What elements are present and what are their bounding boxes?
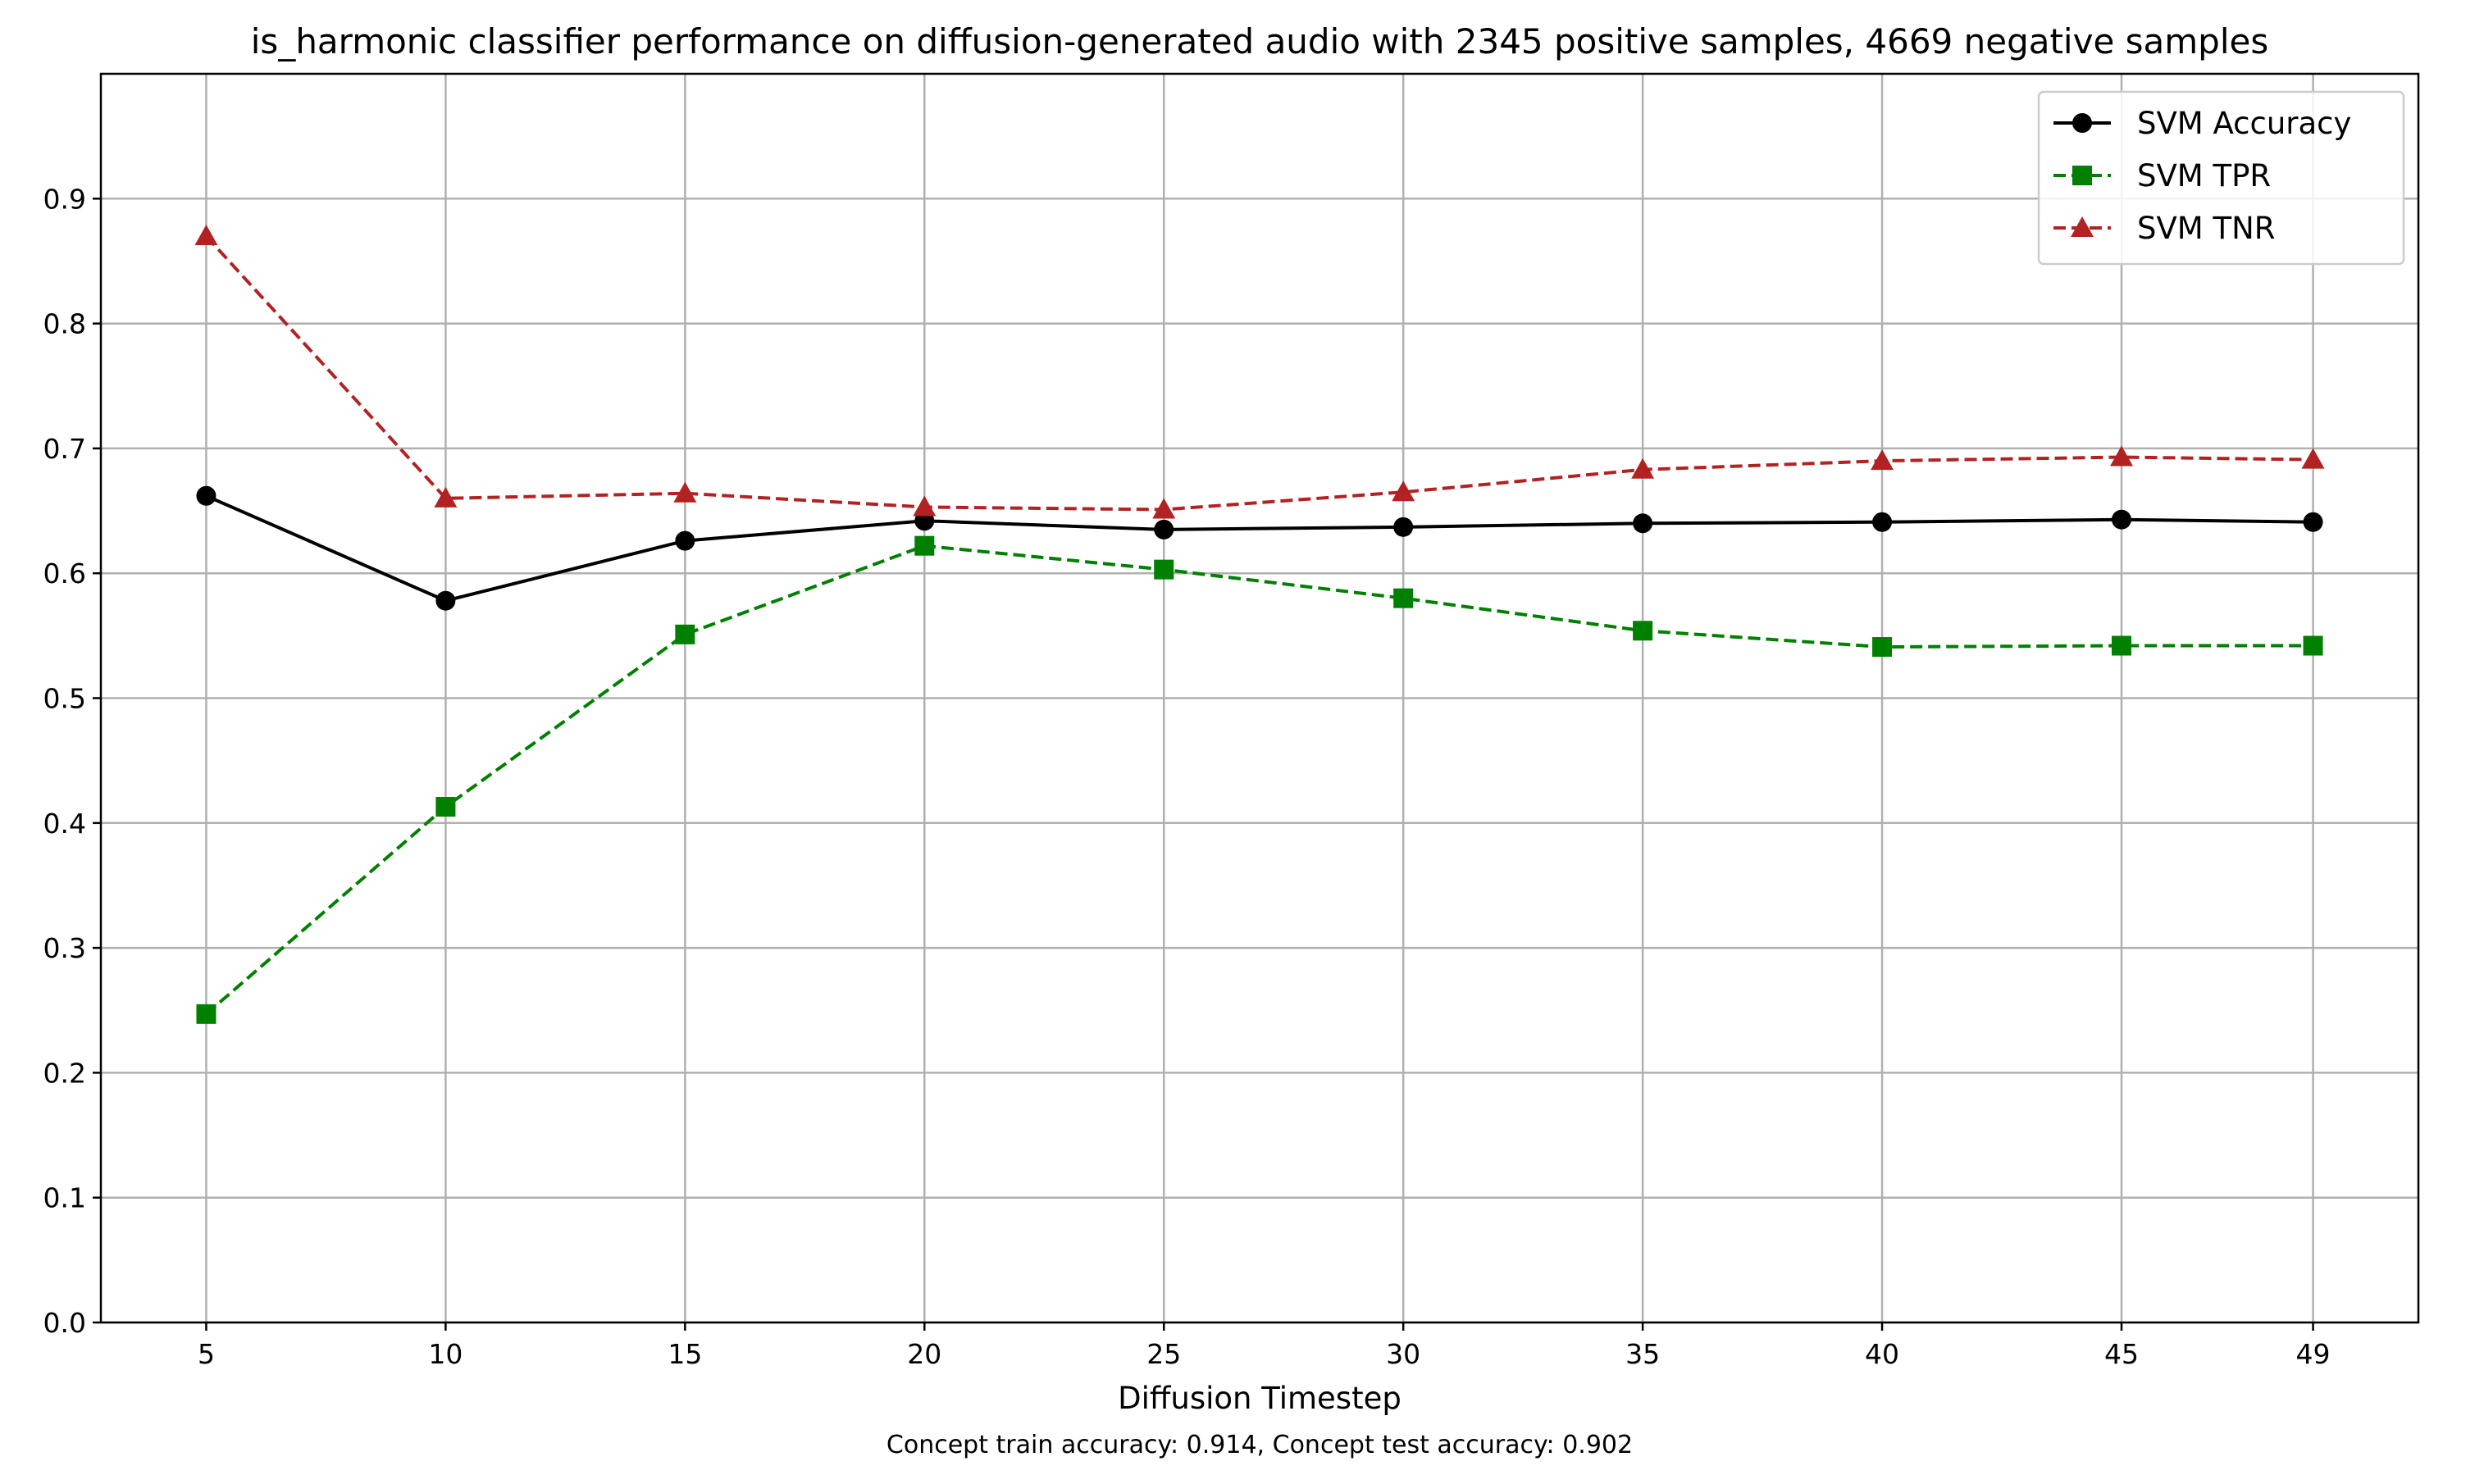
data-point <box>435 590 456 611</box>
grid-lines <box>101 74 2418 1324</box>
chart-caption: Concept train accuracy: 0.914, Concept t… <box>886 1431 1633 1459</box>
data-point <box>1631 457 1655 479</box>
x-tick-label: 10 <box>428 1338 463 1370</box>
x-tick-label: 45 <box>2104 1338 2139 1370</box>
data-point <box>2111 509 2131 530</box>
data-point <box>194 224 218 245</box>
chart-title: is_harmonic classifier performance on di… <box>251 21 2268 61</box>
legend-marker-svm-tpr <box>2072 166 2092 185</box>
data-point <box>675 530 695 551</box>
y-tick-label: 0.9 <box>43 183 86 215</box>
series-line <box>205 494 2313 603</box>
legend-label-svm-tpr: SVM TPR <box>2137 158 2271 193</box>
data-point <box>1393 517 1414 537</box>
y-tick-label: 0.4 <box>43 808 86 840</box>
legend-marker-svm-tnr <box>2071 216 2094 237</box>
data-point <box>1154 559 1174 580</box>
legend: SVM Accuracy SVM TPR SVM TNR <box>2037 90 2405 266</box>
data-point <box>2109 445 2133 467</box>
x-axis-label: Diffusion Timestep <box>1118 1381 1402 1416</box>
legend-marker-svm-accuracy <box>2072 113 2092 133</box>
y-axis-ticks: 0.0 0.1 0.2 0.3 0.4 0.5 0.6 0.7 0.8 0.9 <box>43 183 101 1339</box>
x-tick-label: 15 <box>668 1338 702 1370</box>
legend-label-svm-accuracy: SVM Accuracy <box>2137 106 2351 141</box>
y-tick-label: 0.7 <box>43 433 86 465</box>
data-point <box>673 481 697 503</box>
x-tick-label: 25 <box>1146 1338 1181 1370</box>
data-point <box>1633 513 1653 534</box>
y-tick-label: 0.6 <box>43 558 86 590</box>
x-axis-ticks: 5 10 15 20 25 30 35 40 45 49 <box>198 1322 2331 1370</box>
data-point <box>2303 635 2323 656</box>
data-point <box>1393 588 1414 608</box>
data-point <box>1152 498 1176 519</box>
data-point <box>913 495 937 517</box>
x-tick-label: 30 <box>1386 1338 1420 1370</box>
series-line <box>205 544 2313 1016</box>
data-point <box>196 485 216 506</box>
y-tick-label: 0.0 <box>43 1307 86 1339</box>
series-line <box>204 234 2313 512</box>
plot-frame <box>99 72 2420 1324</box>
data-point <box>1154 519 1174 539</box>
series-svm-tnr <box>194 224 2325 519</box>
data-point <box>435 797 456 817</box>
data-point <box>675 624 695 644</box>
x-tick-label: 20 <box>907 1338 941 1370</box>
data-point <box>1392 480 1415 502</box>
data-point <box>1633 621 1653 641</box>
y-tick-label: 0.2 <box>43 1057 86 1089</box>
data-point <box>196 1004 216 1024</box>
y-tick-label: 0.8 <box>43 308 86 340</box>
x-tick-label: 49 <box>2296 1338 2331 1370</box>
data-point <box>1871 449 1894 471</box>
data-point <box>2301 448 2325 469</box>
series-svm-tpr <box>196 535 2323 1024</box>
legend-box <box>2037 90 2405 266</box>
data-point <box>914 535 935 556</box>
y-tick-label: 0.5 <box>43 683 86 715</box>
x-tick-label: 35 <box>1625 1338 1660 1370</box>
data-point <box>2111 635 2131 656</box>
data-series <box>194 224 2325 1024</box>
data-point <box>2303 512 2323 532</box>
legend-label-svm-tnr: SVM TNR <box>2137 211 2275 246</box>
y-tick-label: 0.1 <box>43 1182 86 1214</box>
series-svm-accuracy <box>196 485 2323 611</box>
data-point <box>1872 637 1893 658</box>
y-tick-label: 0.3 <box>43 932 86 964</box>
data-point <box>434 486 458 508</box>
x-tick-label: 40 <box>1865 1338 1899 1370</box>
data-point <box>1872 512 1893 532</box>
x-tick-label: 5 <box>198 1338 215 1370</box>
